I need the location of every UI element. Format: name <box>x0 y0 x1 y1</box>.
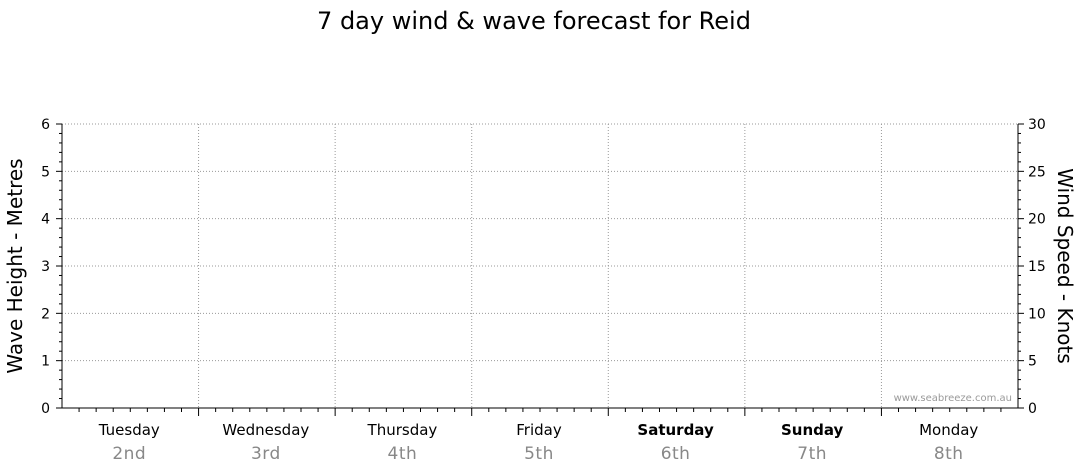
left-tick-label: 2 <box>41 306 50 322</box>
watermark: www.seabreeze.com.au <box>894 393 1012 404</box>
right-axis-ticks: 0 5 10 15 20 25 30 <box>1018 117 1046 417</box>
right-tick-label: 25 <box>1028 164 1046 180</box>
left-tick-label: 4 <box>41 212 50 228</box>
day-date-label: 3rd <box>251 444 281 464</box>
day-name-label: Friday <box>516 421 562 439</box>
grid <box>62 123 1019 408</box>
day-labels: Tuesday 2nd Wednesday 3rd Thursday 4th Friday 5… <box>78 408 1002 464</box>
left-axis-title: Wave Height - Metres <box>3 158 27 373</box>
day-name-label: Saturday <box>637 421 714 439</box>
right-tick-label: 5 <box>1028 354 1037 370</box>
right-tick-label: 10 <box>1028 306 1046 322</box>
day-date-label: 5th <box>524 444 554 464</box>
day-date-label: 4th <box>388 444 418 464</box>
right-tick-label: 0 <box>1028 401 1037 417</box>
day-date-label: 8th <box>934 444 964 464</box>
day-date-label: 2nd <box>112 444 146 464</box>
left-tick-label: 3 <box>41 259 50 275</box>
chart-title: 7 day wind & wave forecast for Reid <box>317 7 751 35</box>
left-axis-ticks: 0 1 2 3 4 5 6 <box>41 117 62 417</box>
right-tick-label: 15 <box>1028 259 1046 275</box>
left-tick-label: 6 <box>41 117 50 133</box>
day-name-label: Monday <box>919 421 978 439</box>
right-tick-label: 30 <box>1028 117 1046 133</box>
day-name-label: Tuesday <box>98 421 160 439</box>
right-tick-label: 20 <box>1028 212 1046 228</box>
right-axis-title: Wind Speed - Knots <box>1053 168 1077 364</box>
day-name-label: Sunday <box>781 421 844 439</box>
day-name-label: Thursday <box>367 421 438 439</box>
day-date-label: 7th <box>797 444 827 464</box>
left-tick-label: 5 <box>41 164 50 180</box>
left-tick-label: 0 <box>41 401 50 417</box>
day-date-label: 6th <box>661 444 691 464</box>
day-name-label: Wednesday <box>222 421 309 439</box>
left-tick-label: 1 <box>41 354 50 370</box>
